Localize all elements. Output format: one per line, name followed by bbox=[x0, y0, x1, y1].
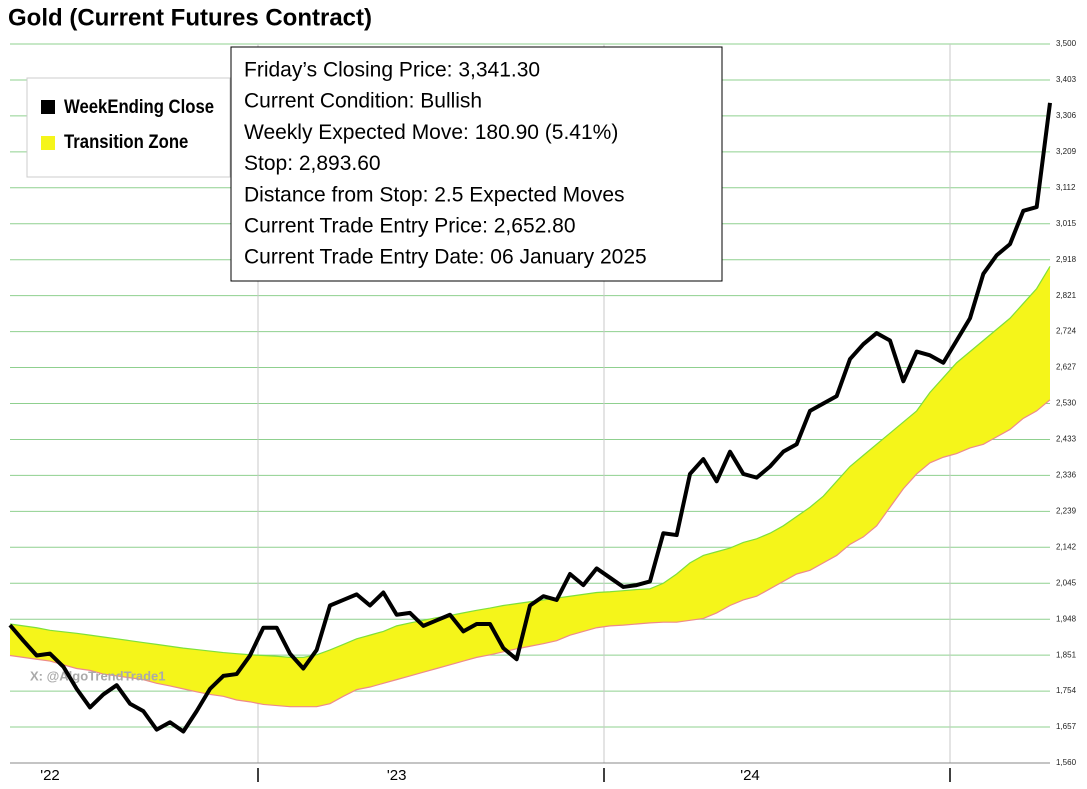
legend-box bbox=[26, 77, 231, 178]
band-upper-edge bbox=[9, 266, 1051, 658]
y-tick-label: 3,306 bbox=[1056, 111, 1077, 120]
info-line: Current Trade Entry Date: 06 January 202… bbox=[244, 246, 647, 269]
y-tick-label: 1,657 bbox=[1056, 722, 1077, 731]
y-tick-label: 2,627 bbox=[1056, 363, 1077, 372]
y-tick-label: 3,015 bbox=[1056, 219, 1077, 228]
y-tick-label: 3,112 bbox=[1056, 183, 1076, 192]
close-line bbox=[8, 102, 1052, 734]
y-tick-label: 2,045 bbox=[1056, 578, 1077, 587]
x-tick-label: '23 bbox=[387, 767, 407, 784]
y-tick-label: 3,403 bbox=[1056, 75, 1077, 84]
legend-swatch bbox=[41, 100, 55, 114]
x-tick-label: '22 bbox=[40, 767, 60, 784]
info-line: Stop: 2,893.60 bbox=[244, 152, 381, 175]
info-line: Current Trade Entry Price: 2,652.80 bbox=[244, 215, 576, 238]
info-box bbox=[230, 46, 723, 282]
info-line: Weekly Expected Move: 180.90 (5.41%) bbox=[244, 121, 618, 144]
y-tick-label: 3,500 bbox=[1056, 39, 1077, 48]
y-tick-label: 2,142 bbox=[1056, 542, 1077, 551]
y-tick-label: 1,851 bbox=[1056, 650, 1077, 659]
y-tick-label: 2,918 bbox=[1056, 255, 1077, 264]
y-tick-label: 2,821 bbox=[1056, 291, 1077, 300]
y-tick-label: 1,948 bbox=[1056, 614, 1077, 623]
y-tick-label: 3,209 bbox=[1056, 147, 1077, 156]
y-tick-label: 2,336 bbox=[1056, 471, 1077, 480]
y-tick-label: 2,724 bbox=[1056, 327, 1077, 336]
y-tick-label: 1,754 bbox=[1056, 686, 1077, 695]
info-line: Distance from Stop: 2.5 Expected Moves bbox=[244, 183, 625, 206]
legend: WeekEnding Close Transition Zone bbox=[26, 77, 231, 178]
watermark: X: @AlgoTrendTrade1 bbox=[30, 668, 165, 683]
info-line: Friday’s Closing Price: 3,341.30 bbox=[244, 59, 540, 82]
y-tick-label: 2,433 bbox=[1056, 435, 1077, 444]
y-tick-label: 1,560 bbox=[1056, 758, 1077, 767]
info-line: Current Condition: Bullish bbox=[244, 90, 482, 113]
x-tick-label: '24 bbox=[740, 767, 760, 784]
legend-label: WeekEnding Close bbox=[64, 96, 214, 117]
y-tick-label: 2,530 bbox=[1056, 399, 1077, 408]
legend-swatch bbox=[41, 136, 55, 150]
chart-title: Gold (Current Futures Contract) bbox=[8, 4, 372, 31]
band-lower-edge bbox=[9, 399, 1051, 708]
y-tick-label: 2,239 bbox=[1056, 506, 1077, 515]
transition-zone bbox=[10, 266, 1050, 707]
legend-label: Transition Zone bbox=[64, 131, 188, 152]
